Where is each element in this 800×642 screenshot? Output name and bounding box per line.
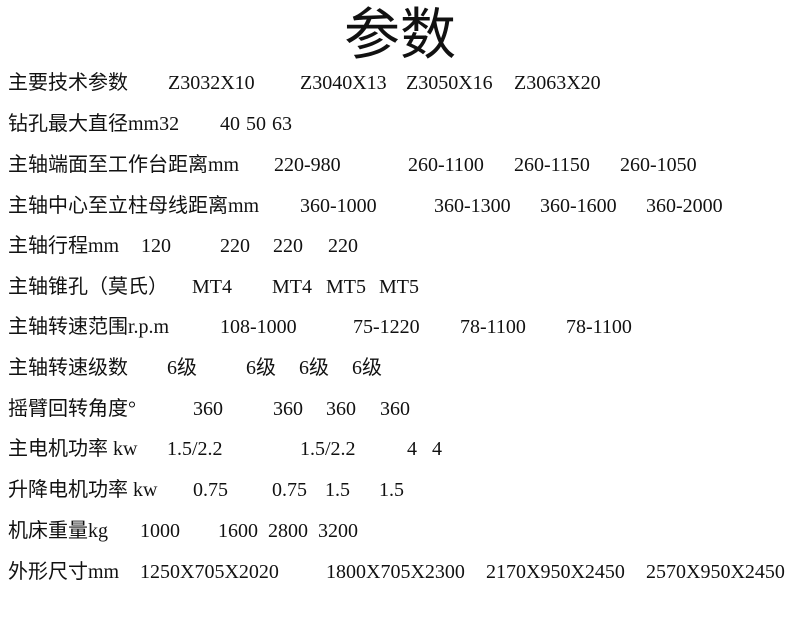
parameter-row: 主要技术参数 Z3032X10 Z3040X13 Z3050X16 Z3063X20 xyxy=(0,68,800,98)
parameter-value: 50 xyxy=(246,113,266,135)
parameter-row: 主轴端面至工作台距离mm 220-980 260-1100 260-1150 260-1… xyxy=(0,150,800,180)
parameter-value: MT5 xyxy=(326,276,366,298)
parameter-value: 78-1100 xyxy=(566,316,632,338)
parameter-value: 6级 xyxy=(167,357,197,379)
parameter-value: Z3032X10 xyxy=(168,72,255,94)
parameter-value: 108-1000 xyxy=(220,316,297,338)
parameter-label: 主电机功率 kw xyxy=(8,438,138,460)
parameter-value: 260-1050 xyxy=(620,154,697,176)
parameter-label: 主轴行程mm xyxy=(8,235,120,257)
parameter-label: 主轴转速级数 xyxy=(8,357,128,379)
parameter-value: 6级 xyxy=(299,357,329,379)
parameter-row: 主轴转速范围r.p.m 108-1000 75-1220 78-1100 78-1100 xyxy=(0,312,800,342)
parameter-row: 主轴转速级数 6级 6级 6级 6级 xyxy=(0,353,800,383)
parameter-label: 摇臂回转角度° xyxy=(8,398,136,420)
parameter-value: Z3050X16 xyxy=(406,72,493,94)
parameter-value: 6级 xyxy=(246,357,276,379)
parameter-row: 摇臂回转角度° 360 360 360 360 xyxy=(0,394,800,424)
parameter-value: 220-980 xyxy=(274,154,341,176)
parameter-value: 220 xyxy=(273,235,303,257)
parameter-label: 主轴转速范围r.p.m xyxy=(8,316,170,338)
parameter-label: 钻孔最大直径mm32 xyxy=(8,113,180,135)
parameter-value: MT4 xyxy=(192,276,232,298)
parameter-value: 0.75 xyxy=(193,479,228,501)
parameter-value: 6级 xyxy=(352,357,382,379)
parameter-label: 主轴锥孔（莫氏） xyxy=(8,276,168,298)
parameter-value: 63 xyxy=(272,113,292,135)
parameter-row: 钻孔最大直径mm32 40 50 63 xyxy=(0,109,800,139)
parameter-value: 1600 xyxy=(218,520,258,542)
parameter-value: 3200 xyxy=(318,520,358,542)
parameter-value: 360 xyxy=(193,398,223,420)
parameter-value: 220 xyxy=(328,235,358,257)
parameter-value: 1000 xyxy=(140,520,180,542)
parameter-value: 120 xyxy=(141,235,171,257)
parameter-label: 外形尺寸mm xyxy=(8,561,120,583)
parameter-row: 主电机功率 kw 1.5/2.2 1.5/2.2 4 4 xyxy=(0,434,800,464)
parameter-value: 1.5/2.2 xyxy=(167,438,223,460)
parameter-value: 220 xyxy=(220,235,250,257)
parameter-value: 4 xyxy=(407,438,417,460)
parameter-value: 2570X950X2450 xyxy=(646,561,785,583)
parameter-value: 1.5 xyxy=(379,479,404,501)
parameter-value: 260-1100 xyxy=(408,154,484,176)
parameter-label: 主轴端面至工作台距离mm xyxy=(8,154,240,176)
parameter-value: 2170X950X2450 xyxy=(486,561,625,583)
parameter-row: 主轴中心至立柱母线距离mm 360-1000 360-1300 360-1600 360… xyxy=(0,191,800,221)
parameter-value: 360-2000 xyxy=(646,195,723,217)
parameter-value: Z3040X13 xyxy=(300,72,387,94)
parameter-value: 1.5 xyxy=(325,479,350,501)
page-title: 参数 xyxy=(344,5,456,67)
parameter-value: 360-1300 xyxy=(434,195,511,217)
parameter-value: 4 xyxy=(432,438,442,460)
parameter-label: 主轴中心至立柱母线距离mm xyxy=(8,195,260,217)
parameter-label: 机床重量kg xyxy=(8,520,108,542)
parameter-value: 0.75 xyxy=(272,479,307,501)
parameter-value: 360 xyxy=(380,398,410,420)
parameter-value: 360-1000 xyxy=(300,195,377,217)
parameter-row: 机床重量kg 1000 1600 2800 3200 xyxy=(0,516,800,546)
parameter-value: 75-1220 xyxy=(353,316,420,338)
parameter-row: 主轴锥孔（莫氏） MT4 MT4 MT5 MT5 xyxy=(0,272,800,302)
parameter-value: 360 xyxy=(326,398,356,420)
parameter-row: 外形尺寸mm 1250X705X2020 1800X705X2300 2170X950… xyxy=(0,557,800,587)
parameter-value: 1800X705X2300 xyxy=(326,561,465,583)
parameter-label: 主要技术参数 xyxy=(8,72,128,94)
parameter-row: 升降电机功率 kw 0.75 0.75 1.5 1.5 xyxy=(0,475,800,505)
parameter-value: Z3063X20 xyxy=(514,72,601,94)
parameter-value: MT5 xyxy=(379,276,419,298)
parameter-value: 360-1600 xyxy=(540,195,617,217)
parameter-row: 主轴行程mm 120 220 220 220 xyxy=(0,231,800,261)
parameter-label: 升降电机功率 kw xyxy=(8,479,158,501)
parameter-value: MT4 xyxy=(272,276,312,298)
parameter-value: 360 xyxy=(273,398,303,420)
parameter-value: 260-1150 xyxy=(514,154,590,176)
parameter-value: 1.5/2.2 xyxy=(300,438,356,460)
parameter-value: 2800 xyxy=(268,520,308,542)
parameter-value: 40 xyxy=(220,113,240,135)
parameter-value: 78-1100 xyxy=(460,316,526,338)
parameter-value: 1250X705X2020 xyxy=(140,561,279,583)
